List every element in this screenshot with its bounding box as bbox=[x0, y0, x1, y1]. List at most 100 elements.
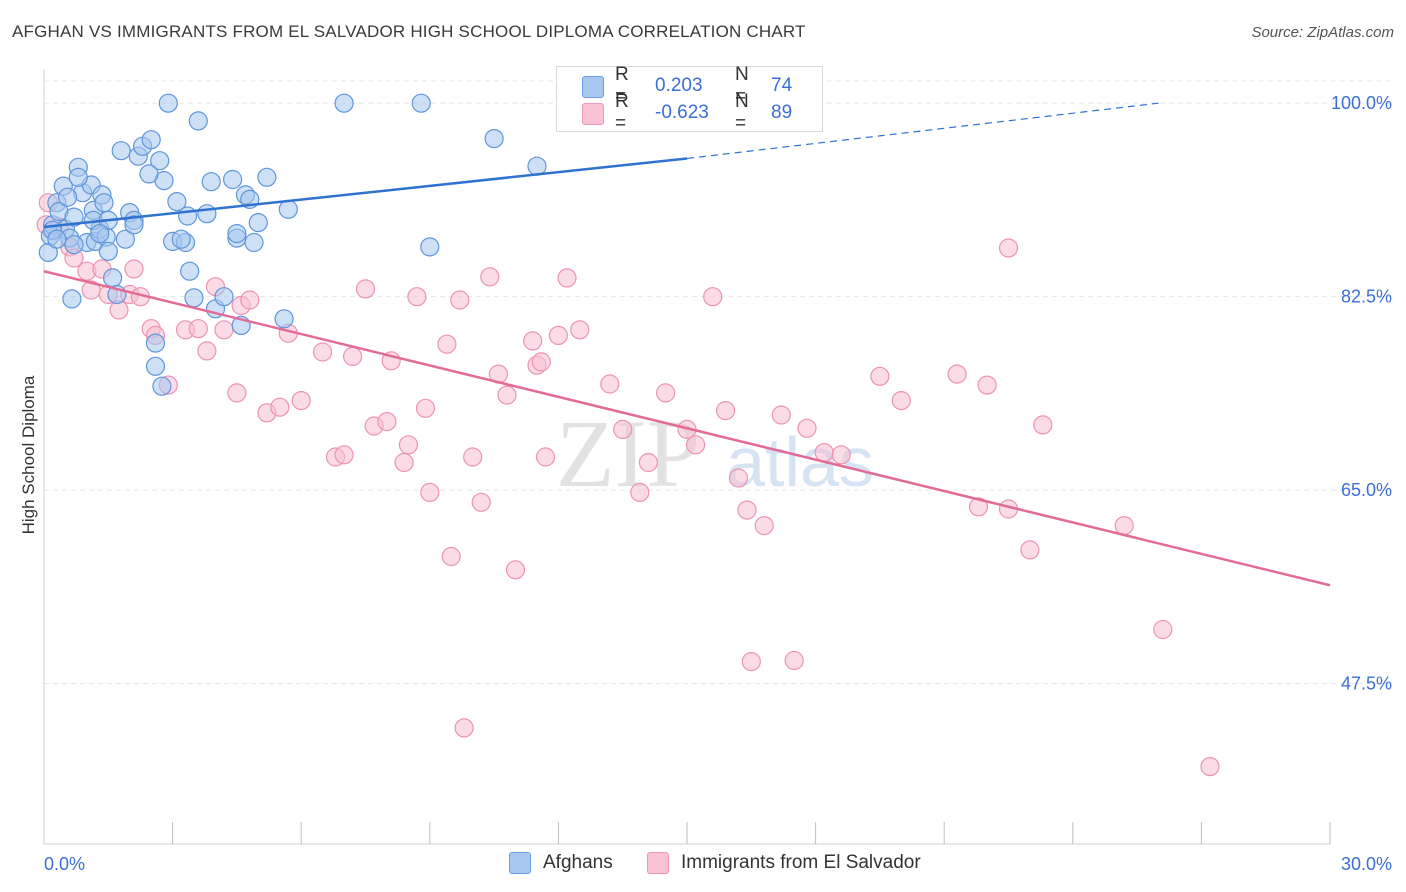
el-salvador-point bbox=[415, 398, 436, 418]
legend-swatch-el-salvador bbox=[582, 103, 604, 125]
afghan-point bbox=[152, 376, 172, 396]
el-salvador-point bbox=[394, 452, 414, 473]
afghan-point bbox=[244, 232, 264, 253]
y-tick-label: 65.0% bbox=[1341, 480, 1392, 500]
el-salvador-point bbox=[891, 391, 911, 411]
el-salvador-trend-line bbox=[43, 270, 1331, 587]
el-salvador-point bbox=[398, 435, 418, 455]
legend-r-value-el-salvador: -0.623 bbox=[655, 102, 709, 123]
afghan-point bbox=[150, 151, 170, 171]
el-salvador-point bbox=[420, 482, 440, 502]
afghan-point bbox=[62, 289, 82, 309]
afghan-point bbox=[180, 261, 200, 281]
afghan-point bbox=[115, 229, 136, 249]
el-salvador-point bbox=[600, 374, 620, 394]
chart-title: AFGHAN VS IMMIGRANTS FROM EL SALVADOR HI… bbox=[12, 22, 806, 41]
el-salvador-point bbox=[968, 497, 989, 517]
legend-label-el-salvador: Immigrants from El Salvador bbox=[681, 852, 921, 873]
el-salvador-point bbox=[1033, 415, 1053, 435]
x-tick-label-min: 0.0% bbox=[44, 854, 85, 874]
el-salvador-point bbox=[1153, 619, 1173, 640]
y-tick-label: 47.5% bbox=[1341, 674, 1392, 694]
el-salvador-point bbox=[638, 452, 659, 473]
el-salvador-point bbox=[870, 366, 890, 386]
el-salvador-point bbox=[1020, 540, 1040, 560]
afghan-point bbox=[94, 193, 114, 213]
el-salvador-point bbox=[441, 546, 461, 567]
legend-n-label: N = bbox=[735, 64, 749, 107]
el-salvador-point bbox=[480, 267, 500, 287]
el-salvador-point bbox=[355, 279, 376, 299]
afghan-point bbox=[201, 172, 221, 192]
afghan-point bbox=[278, 199, 298, 219]
el-salvador-point bbox=[334, 445, 354, 465]
el-salvador-point bbox=[737, 500, 757, 520]
legend-label-afghans: Afghans bbox=[543, 852, 613, 873]
el-salvador-point bbox=[715, 401, 736, 421]
el-salvador-point bbox=[570, 320, 590, 340]
x-tick-label-max: 30.0% bbox=[1341, 854, 1392, 874]
afghan-point bbox=[64, 207, 84, 227]
el-salvador-point bbox=[227, 383, 247, 403]
el-salvador-point bbox=[471, 492, 491, 512]
el-salvador-point bbox=[548, 325, 569, 345]
afghan-point bbox=[188, 111, 208, 131]
legend-r-label: R = bbox=[615, 91, 629, 134]
el-salvador-point bbox=[313, 342, 333, 362]
el-salvador-point bbox=[754, 515, 774, 536]
el-salvador-point bbox=[291, 391, 311, 411]
afghan-point bbox=[334, 93, 354, 113]
y-tick-label: 82.5% bbox=[1341, 287, 1392, 307]
legend-swatch-el-salvador bbox=[647, 852, 669, 874]
legend-r-value-afghans: 0.203 bbox=[655, 75, 703, 96]
legend-r-label: R = bbox=[615, 64, 629, 107]
el-salvador-point bbox=[613, 419, 633, 439]
y-tick-label: 100.0% bbox=[1331, 93, 1392, 113]
el-salvador-point bbox=[463, 447, 483, 467]
grid-lines bbox=[44, 80, 1392, 685]
el-salvador-point bbox=[523, 331, 543, 351]
afghan-point bbox=[411, 93, 431, 113]
el-salvador-point bbox=[784, 650, 804, 671]
legend-item-el-salvador[interactable]: Immigrants from El Salvador bbox=[647, 852, 921, 874]
el-salvador-point bbox=[407, 287, 427, 307]
el-salvador-point bbox=[1200, 756, 1220, 777]
el-salvador-point bbox=[703, 287, 723, 307]
tick-labels: 47.5% 65.0% 82.5% 100.0% 0.0% 30.0% bbox=[44, 93, 1392, 874]
afghan-point bbox=[197, 204, 217, 224]
afghan-point bbox=[223, 169, 243, 190]
el-salvador-point bbox=[728, 468, 749, 488]
afghan-point bbox=[420, 237, 440, 257]
afghan-point bbox=[141, 130, 161, 150]
afghan-point bbox=[57, 187, 78, 207]
legend-item-afghans[interactable]: Afghans bbox=[509, 852, 613, 874]
afghan-point bbox=[171, 229, 191, 249]
afghan-point bbox=[68, 167, 88, 187]
el-salvador-point bbox=[188, 319, 208, 339]
el-salvador-point bbox=[741, 651, 761, 672]
el-salvador-point bbox=[270, 397, 290, 417]
el-salvador-point bbox=[1114, 515, 1134, 536]
el-salvador-point bbox=[998, 238, 1019, 258]
el-salvador-point bbox=[197, 341, 217, 361]
afghan-point bbox=[257, 167, 277, 187]
watermark-atlas: atlas bbox=[726, 423, 874, 501]
afghan-point bbox=[484, 129, 504, 149]
afghan-point bbox=[111, 141, 131, 161]
el-salvador-point bbox=[437, 334, 457, 354]
el-salvador-point bbox=[814, 443, 834, 463]
legend-swatch-afghans bbox=[582, 76, 604, 98]
afghan-point bbox=[145, 356, 166, 376]
afghan-point bbox=[98, 241, 118, 261]
afghan-point bbox=[184, 288, 204, 308]
el-salvador-point bbox=[240, 290, 260, 310]
afghan-trend-line bbox=[43, 157, 688, 229]
el-salvador-point bbox=[557, 268, 577, 288]
el-salvador-point bbox=[497, 385, 517, 405]
watermark-zip: ZIP bbox=[556, 400, 700, 507]
source-label: Source: ZipAtlas.com bbox=[1251, 24, 1394, 41]
el-salvador-point bbox=[377, 412, 397, 432]
legend-n-label: N = bbox=[735, 91, 749, 134]
afghan-point bbox=[167, 192, 187, 212]
el-salvador-point bbox=[685, 435, 706, 455]
